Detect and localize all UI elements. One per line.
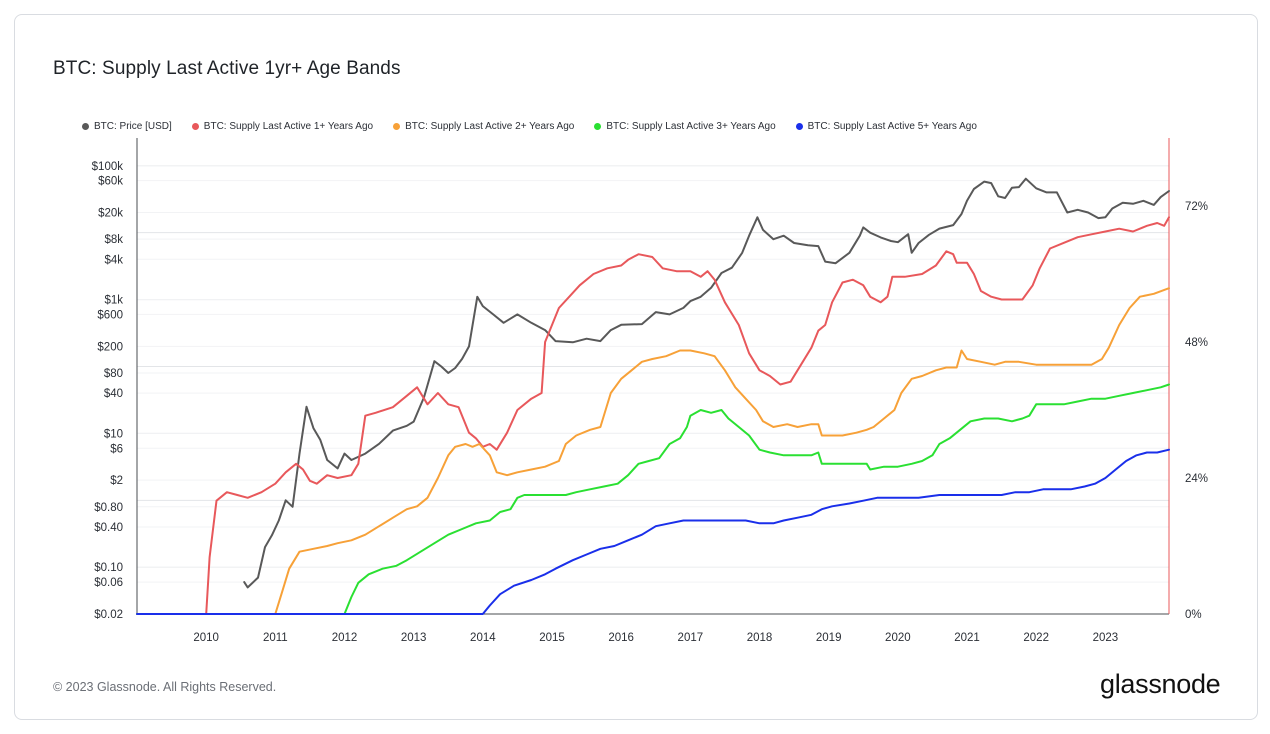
y-tick-label-left: $0.02 [94,609,123,621]
legend-item[interactable]: BTC: Supply Last Active 2+ Years Ago [393,121,574,132]
x-tick-label: 2010 [193,632,219,644]
legend-label: BTC: Supply Last Active 3+ Years Ago [606,121,776,132]
y-tick-label-left: $0.10 [94,562,123,574]
chart-legend: BTC: Price [USD] BTC: Supply Last Active … [82,121,977,132]
y-tick-label-left: $10 [104,428,123,440]
x-tick-label: 2017 [678,632,704,644]
y-tick-label-left: $20k [98,208,123,220]
x-tick-label: 2012 [332,632,358,644]
y-tick-label-left: $4k [104,254,123,266]
x-tick-label: 2011 [263,632,288,644]
x-tick-label: 2019 [816,632,842,644]
y-tick-label-left: $200 [97,341,123,353]
legend-color-dot [82,123,89,130]
y-tick-label-right: 48% [1185,337,1208,349]
series-line [243,177,1170,589]
y-tick-label-left: $80 [104,368,123,380]
glassnode-logo: glassnode [1100,669,1221,699]
x-tick-label: 2021 [954,632,980,644]
y-tick-label-left: $8k [104,234,123,246]
y-tick-label-right: 72% [1185,201,1208,213]
copyright-footer: © 2023 Glassnode. All Rights Reserved. [53,680,277,694]
legend-label: BTC: Price [USD] [94,121,172,132]
y-tick-label-left: $2 [110,475,123,487]
legend-color-dot [191,123,199,130]
x-tick-label: 2022 [1023,632,1049,644]
series-line [136,448,1170,615]
legend-label: BTC: Supply Last Active 1+ Years Ago [203,121,374,132]
series-line [136,383,1170,615]
legend-item[interactable]: BTC: Supply Last Active 3+ Years Ago [594,121,776,132]
y-tick-label-left: $600 [97,309,123,321]
legend-color-dot [795,123,803,130]
y-tick-label-left: $100k [92,161,124,173]
legend-item[interactable]: BTC: Supply Last Active 1+ Years Ago [191,121,374,132]
x-tick-label: 2016 [608,632,634,644]
legend-color-dot [393,123,401,130]
legend-label: BTC: Supply Last Active 5+ Years Ago [807,121,977,132]
y-tick-label-left: $0.40 [94,522,123,534]
series-line [136,216,1170,615]
series-line [136,287,1170,615]
y-tick-label-right: 24% [1185,473,1208,485]
legend-item[interactable]: BTC: Price [USD] [82,121,172,132]
x-tick-label: 2015 [539,632,565,644]
x-tick-label: 2023 [1093,632,1119,644]
x-tick-label: 2020 [885,632,911,644]
y-tick-label-left: $1k [104,295,123,307]
legend-item[interactable]: BTC: Supply Last Active 5+ Years Ago [795,121,977,132]
legend-color-dot [594,123,602,130]
y-tick-label-right: 0% [1185,609,1202,621]
y-tick-label-left: $60k [98,176,123,188]
y-tick-label-left: $0.06 [94,577,123,589]
legend-label: BTC: Supply Last Active 2+ Years Ago [405,121,575,132]
y-tick-label-left: $6 [110,443,123,455]
y-tick-label-left: $40 [104,388,123,400]
y-tick-label-left: $0.80 [94,502,123,514]
x-tick-label: 2014 [470,632,496,644]
x-tick-label: 2018 [747,632,773,644]
x-tick-label: 2013 [401,632,427,644]
chart-title: BTC: Supply Last Active 1yr+ Age Bands [53,58,401,79]
